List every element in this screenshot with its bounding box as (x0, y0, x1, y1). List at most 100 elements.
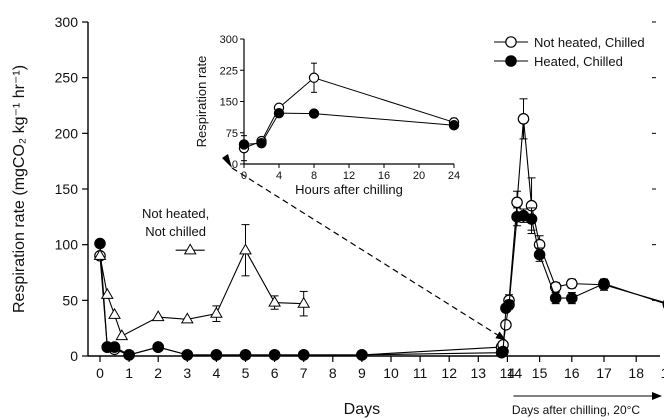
x-tick-label-after: 16 (564, 365, 580, 381)
data-point (152, 341, 164, 353)
annotation-label: Not heated, (142, 206, 209, 221)
x-tick-label: 10 (383, 365, 399, 381)
x-tick-label: 7 (300, 365, 308, 381)
data-point (239, 349, 252, 361)
inset-y-tick-label: 300 (220, 34, 238, 46)
inset-x-tick-label: 16 (378, 170, 390, 182)
x-tick-label: 12 (441, 365, 457, 381)
data-point (297, 349, 310, 361)
data-point (181, 349, 194, 361)
x-tick-label: 3 (183, 365, 191, 381)
inset-plot: 0 75 150 225 300 0 4 8 12 16 20 24 Hours after chill… (194, 34, 460, 197)
x-tick-label: 13 (471, 365, 487, 381)
x-tick-label: 14 (500, 365, 516, 381)
inset-x-tick-label: 12 (343, 170, 355, 182)
dashed-link-arrow (231, 167, 506, 341)
data-point (533, 248, 546, 261)
data-point (108, 307, 121, 319)
inset-y-tick-label: 225 (220, 65, 238, 77)
data-point (500, 319, 512, 331)
inset-x-tick-label: 0 (241, 170, 247, 182)
data-point (565, 292, 578, 304)
inset-data-point (448, 120, 460, 131)
series-line (99, 249, 304, 337)
data-point (517, 113, 530, 125)
y-tick-label: 150 (55, 181, 79, 197)
legend-marker (505, 55, 517, 67)
data-point (108, 341, 121, 353)
x-tick-label: 11 (413, 365, 428, 381)
inset-data-point (256, 137, 267, 149)
legend-entry: Heated, Chilled (494, 54, 623, 69)
data-point (565, 277, 578, 290)
data-point (297, 296, 311, 308)
dashed-link-arrow-tail (222, 154, 232, 168)
y-tick-label: 200 (55, 125, 79, 141)
legend-marker (505, 36, 517, 48)
x-tick-label: 8 (329, 365, 337, 381)
x-axis-title: Days (344, 401, 380, 418)
inset-background (244, 39, 454, 164)
data-point (598, 277, 610, 290)
y-tick-label: 0 (70, 348, 78, 364)
inset-data-point (308, 108, 320, 119)
inset-y-tick-label: 75 (226, 128, 238, 140)
legend-label: Not heated, Chilled (534, 35, 645, 50)
data-point (115, 329, 129, 341)
inset-data-point (308, 72, 320, 83)
y-tick-label: 250 (55, 70, 79, 86)
data-point (503, 298, 515, 311)
data-point (123, 349, 135, 361)
x-tick-label-after: 18 (628, 365, 644, 381)
series-filled-circle (94, 207, 664, 361)
inset-y-axis-title: Respiration rate (194, 56, 209, 148)
inset-x-tick-label: 4 (276, 170, 282, 182)
inset-series-filled-circle (238, 107, 460, 150)
data-point (511, 196, 523, 209)
data-point (180, 312, 194, 324)
x-tick-label: 4 (213, 365, 221, 381)
secondary-x-axis-title: Days after chilling, 20°C (512, 403, 641, 417)
x-tick-label-after: 14 (507, 365, 523, 381)
inset-y-tick-label: 150 (220, 97, 238, 109)
y-tick-label: 300 (55, 14, 79, 30)
data-point (210, 306, 223, 318)
data-point (239, 243, 252, 255)
data-point (356, 349, 368, 361)
y-tick-label: 50 (62, 292, 78, 308)
inset-data-point (238, 139, 250, 150)
inset-y-tick-label: 0 (232, 159, 238, 171)
data-point (151, 310, 165, 322)
data-point (549, 292, 562, 304)
x-tick-label-after: 15 (532, 365, 548, 381)
series-open-triangle (93, 224, 311, 341)
data-point (268, 295, 281, 307)
x-tick-label: 5 (242, 365, 250, 381)
x-tick-label: 9 (358, 365, 366, 381)
y-tick-label: 100 (55, 237, 79, 253)
annotation-key-marker (183, 243, 197, 255)
x-tick-label: 2 (154, 365, 162, 381)
x-tick-label: 6 (271, 365, 279, 381)
data-point (497, 345, 509, 358)
inset-x-tick-label: 24 (448, 170, 460, 182)
inset-x-tick-label: 20 (413, 170, 425, 182)
y-axis-title: Respiration rate (mgCO₂ kg⁻¹ hr⁻¹) (11, 65, 28, 313)
inset-x-tick-label: 8 (311, 170, 317, 182)
data-point (210, 349, 223, 361)
x-tick-label-after: 17 (596, 365, 612, 381)
inset-data-point (273, 107, 285, 119)
x-tick-label: 0 (96, 365, 104, 381)
annotation-label: Not chilled (145, 224, 206, 239)
legend-label: Heated, Chilled (534, 54, 623, 69)
x-tick-label-after: 19 (661, 365, 664, 381)
data-point (525, 213, 538, 225)
data-point (93, 248, 107, 260)
legend: Not heated, Chilled Heated, Chilled (494, 35, 645, 69)
x-tick-label: 1 (125, 365, 133, 381)
data-point (100, 287, 114, 299)
data-point (94, 237, 106, 250)
